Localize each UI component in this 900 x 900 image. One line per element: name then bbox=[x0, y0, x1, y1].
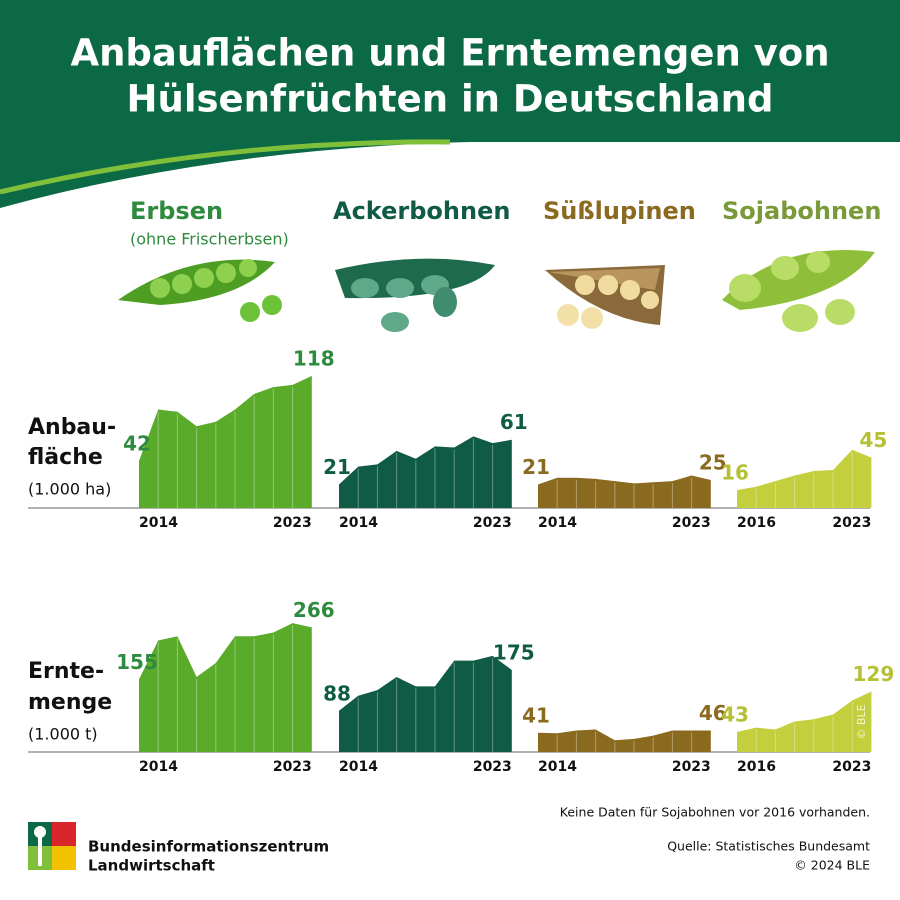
x-tick-label: 2023 bbox=[832, 759, 871, 775]
value-label: 88 bbox=[323, 681, 351, 705]
x-tick-label: 2023 bbox=[832, 515, 871, 531]
row-label: menge bbox=[28, 690, 112, 715]
value-label: 129 bbox=[853, 662, 895, 686]
soy-illustration bbox=[722, 250, 875, 332]
value-label: 46 bbox=[699, 701, 727, 725]
x-tick-label: 2014 bbox=[538, 759, 577, 775]
value-label: 45 bbox=[859, 428, 887, 452]
pea-illustration bbox=[118, 259, 282, 322]
x-tick-label: 2023 bbox=[273, 759, 312, 775]
area bbox=[339, 655, 512, 752]
x-tick-label: 2014 bbox=[339, 759, 378, 775]
value-label: 21 bbox=[522, 455, 550, 479]
area bbox=[139, 375, 312, 508]
value-label: 175 bbox=[493, 640, 535, 664]
area bbox=[737, 691, 872, 752]
header-swoosh bbox=[0, 139, 451, 195]
value-label: 61 bbox=[500, 410, 528, 434]
value-label: 118 bbox=[293, 346, 335, 370]
value-label: 41 bbox=[522, 703, 550, 727]
value-label: 266 bbox=[293, 598, 335, 622]
x-tick-label: 2014 bbox=[139, 759, 178, 775]
x-tick-label: 2014 bbox=[538, 515, 577, 531]
lupin-illustration bbox=[545, 265, 665, 329]
area bbox=[339, 436, 512, 508]
title-line: Hülsenfrüchten in Deutschland bbox=[127, 78, 774, 121]
value-label: 42 bbox=[123, 431, 151, 455]
x-tick-label: 2014 bbox=[339, 515, 378, 531]
value-label: 21 bbox=[323, 455, 351, 479]
x-tick-label: 2023 bbox=[273, 515, 312, 531]
crop-note: (ohne Frischerbsen) bbox=[130, 230, 289, 249]
area bbox=[538, 475, 711, 508]
x-tick-label: 2023 bbox=[473, 759, 512, 775]
area bbox=[538, 729, 711, 752]
bean-illustration bbox=[335, 258, 495, 332]
row-label: Ernte- bbox=[28, 659, 104, 684]
crop-name: Süßlupinen bbox=[543, 197, 696, 225]
value-label: 16 bbox=[721, 461, 749, 485]
crop-name: Ackerbohnen bbox=[333, 197, 510, 225]
row-unit: (1.000 ha) bbox=[28, 480, 111, 499]
row-label: fläche bbox=[28, 445, 103, 470]
crop-name: Sojabohnen bbox=[722, 197, 881, 225]
x-tick-label: 2023 bbox=[473, 515, 512, 531]
row-label: Anbau- bbox=[28, 415, 116, 440]
crop-name: Erbsen bbox=[130, 197, 223, 225]
footnote: Keine Daten für Sojabohnen vor 2016 vorh… bbox=[560, 805, 870, 820]
logo-text: Bundesinformationszentrum bbox=[88, 838, 329, 856]
source: Quelle: Statistisches Bundesamt bbox=[667, 839, 870, 854]
x-tick-label: 2016 bbox=[737, 515, 776, 531]
logo-mark bbox=[28, 822, 76, 870]
value-label: 155 bbox=[116, 650, 158, 674]
area bbox=[737, 449, 872, 508]
row-unit: (1.000 t) bbox=[28, 725, 98, 744]
logo-text: Landwirtschaft bbox=[88, 857, 215, 875]
watermark: © BLE bbox=[855, 704, 868, 739]
title-line: Anbauflächen und Erntemengen von bbox=[70, 32, 829, 75]
x-tick-label: 2023 bbox=[672, 515, 711, 531]
x-tick-label: 2014 bbox=[139, 515, 178, 531]
area bbox=[139, 623, 312, 752]
value-label: 25 bbox=[699, 451, 727, 475]
x-tick-label: 2016 bbox=[737, 759, 776, 775]
copyright: © 2024 BLE bbox=[794, 858, 870, 873]
value-label: 43 bbox=[721, 702, 749, 726]
header-band bbox=[0, 0, 900, 208]
x-tick-label: 2023 bbox=[672, 759, 711, 775]
